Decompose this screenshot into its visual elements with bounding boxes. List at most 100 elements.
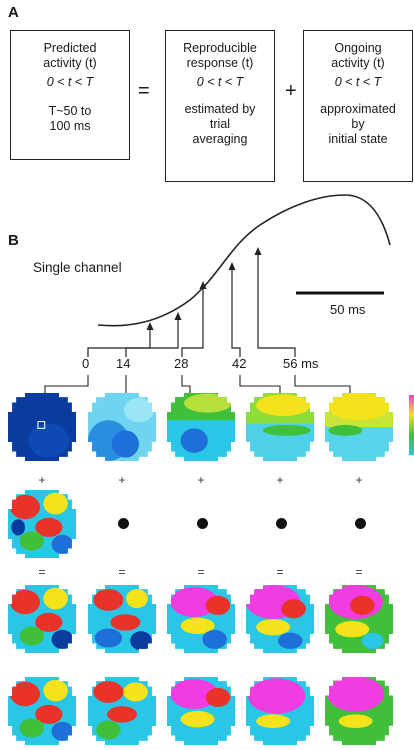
- map-blob: [19, 626, 45, 646]
- box2-line-2: response (t): [186, 56, 254, 70]
- map-measured-t14: [88, 677, 156, 745]
- map-blob: [281, 599, 306, 619]
- box2-line-1: Reproducible: [183, 41, 257, 55]
- bracket-0: [44, 375, 89, 395]
- plus-sign-1: +: [38, 473, 46, 487]
- map-blob: [43, 587, 68, 610]
- map-blob: [170, 679, 218, 709]
- map-blob: [35, 612, 63, 632]
- map-blob: [180, 617, 215, 634]
- map-blob: [327, 677, 385, 712]
- box3-line-2: activity (t): [331, 56, 385, 70]
- map-blob: [93, 681, 124, 703]
- map-blob: [205, 595, 231, 615]
- map-blob: [170, 587, 218, 617]
- plus-sign-4: +: [276, 473, 284, 487]
- map-predicted-t42: [246, 585, 314, 653]
- plus-sign-5: +: [355, 473, 363, 487]
- map-blob: [28, 423, 70, 458]
- map-blob: [110, 614, 141, 631]
- box3-line-7: initial state: [328, 132, 388, 146]
- map-blob: [10, 589, 40, 615]
- map-blob: [35, 704, 63, 724]
- map-blob: [130, 631, 152, 651]
- map-blob: [10, 494, 40, 520]
- map-predicted-t28: [167, 585, 235, 653]
- plus-sign-3: +: [197, 473, 205, 487]
- equals-operator: =: [138, 80, 150, 102]
- ongoing-activity-box: Ongoing activity (t) 0 < t < T approxima…: [303, 30, 413, 182]
- map-blob: [205, 687, 231, 707]
- time-arrows: [87, 253, 296, 357]
- equals-sign-1: =: [38, 565, 46, 579]
- map-blob: [111, 430, 139, 458]
- null-dot-3: [276, 518, 287, 529]
- null-dot-2: [197, 518, 208, 529]
- map-blob: [256, 394, 311, 417]
- map-blob: [180, 711, 215, 728]
- map-blob: [123, 682, 148, 702]
- trace-curve: [97, 194, 391, 327]
- time-label-42: 42: [232, 356, 247, 371]
- null-dot-4: [355, 518, 366, 529]
- single-channel-label: Single channel: [33, 260, 122, 275]
- map-blob: [94, 628, 122, 648]
- colorbar-edge: [409, 395, 414, 455]
- arrowhead-14: [174, 312, 182, 320]
- bracket-42: [239, 375, 281, 395]
- map-blob: [124, 397, 154, 423]
- map-measured-t28: [167, 677, 235, 745]
- time-label-28: 28: [174, 356, 189, 371]
- map-blob: [96, 720, 121, 740]
- arrowhead-0: [146, 322, 154, 330]
- reproducible-response-box: Reproducible response (t) 0 < t < T esti…: [165, 30, 275, 182]
- map-response-t0: [8, 393, 76, 461]
- arrow-28: [181, 287, 204, 357]
- box3-line-3: 0 < t < T: [334, 75, 382, 89]
- box1-line-1: Predicted: [43, 41, 97, 55]
- box3-line-5: approximated: [320, 102, 396, 116]
- plus-operator: +: [285, 80, 297, 102]
- map-predicted-t0: [8, 585, 76, 653]
- arrow-56: [257, 253, 296, 357]
- map-blob: [248, 678, 306, 714]
- map-blob: [361, 632, 384, 649]
- equals-sign-4: =: [276, 565, 284, 579]
- map-blob: [335, 621, 370, 638]
- arrowhead-56: [254, 247, 262, 255]
- map-blob: [43, 492, 68, 515]
- map-blob: [338, 714, 373, 728]
- box1-line-2: activity (t): [43, 56, 97, 70]
- box2-line-7: averaging: [192, 132, 248, 146]
- arrowhead-28: [199, 281, 207, 289]
- time-label-0: 0: [82, 356, 90, 371]
- equals-sign-5: =: [355, 565, 363, 579]
- map-blob: [43, 679, 68, 702]
- arrow-14: [125, 318, 179, 357]
- map-blob: [256, 619, 291, 636]
- arrow-heads: [146, 247, 262, 330]
- bracket-28: [181, 375, 191, 395]
- map-marker: [37, 421, 46, 429]
- panel-b-label: B: [8, 232, 19, 249]
- map-blob: [19, 531, 45, 551]
- time-label-14: 14: [116, 356, 131, 371]
- box2-line-3: 0 < t < T: [196, 75, 244, 89]
- map-blob: [350, 595, 375, 615]
- arrow-42: [231, 268, 241, 357]
- map-blob: [180, 428, 208, 453]
- null-dot-1: [118, 518, 129, 529]
- map-blob: [10, 681, 40, 707]
- map-blob: [35, 517, 63, 537]
- box1-line-3: 0 < t < T: [46, 75, 94, 89]
- equals-sign-2: =: [118, 565, 126, 579]
- box2-line-6: trial: [209, 117, 231, 131]
- map-predicted-t14: [88, 585, 156, 653]
- map-blob: [51, 629, 74, 649]
- map-response-t28: [167, 393, 235, 461]
- map-response-t14: [88, 393, 156, 461]
- map-measured-t42: [246, 677, 314, 745]
- box2-line-5: estimated by: [184, 102, 256, 116]
- map-blob: [184, 393, 232, 413]
- arrowhead-42: [228, 262, 236, 270]
